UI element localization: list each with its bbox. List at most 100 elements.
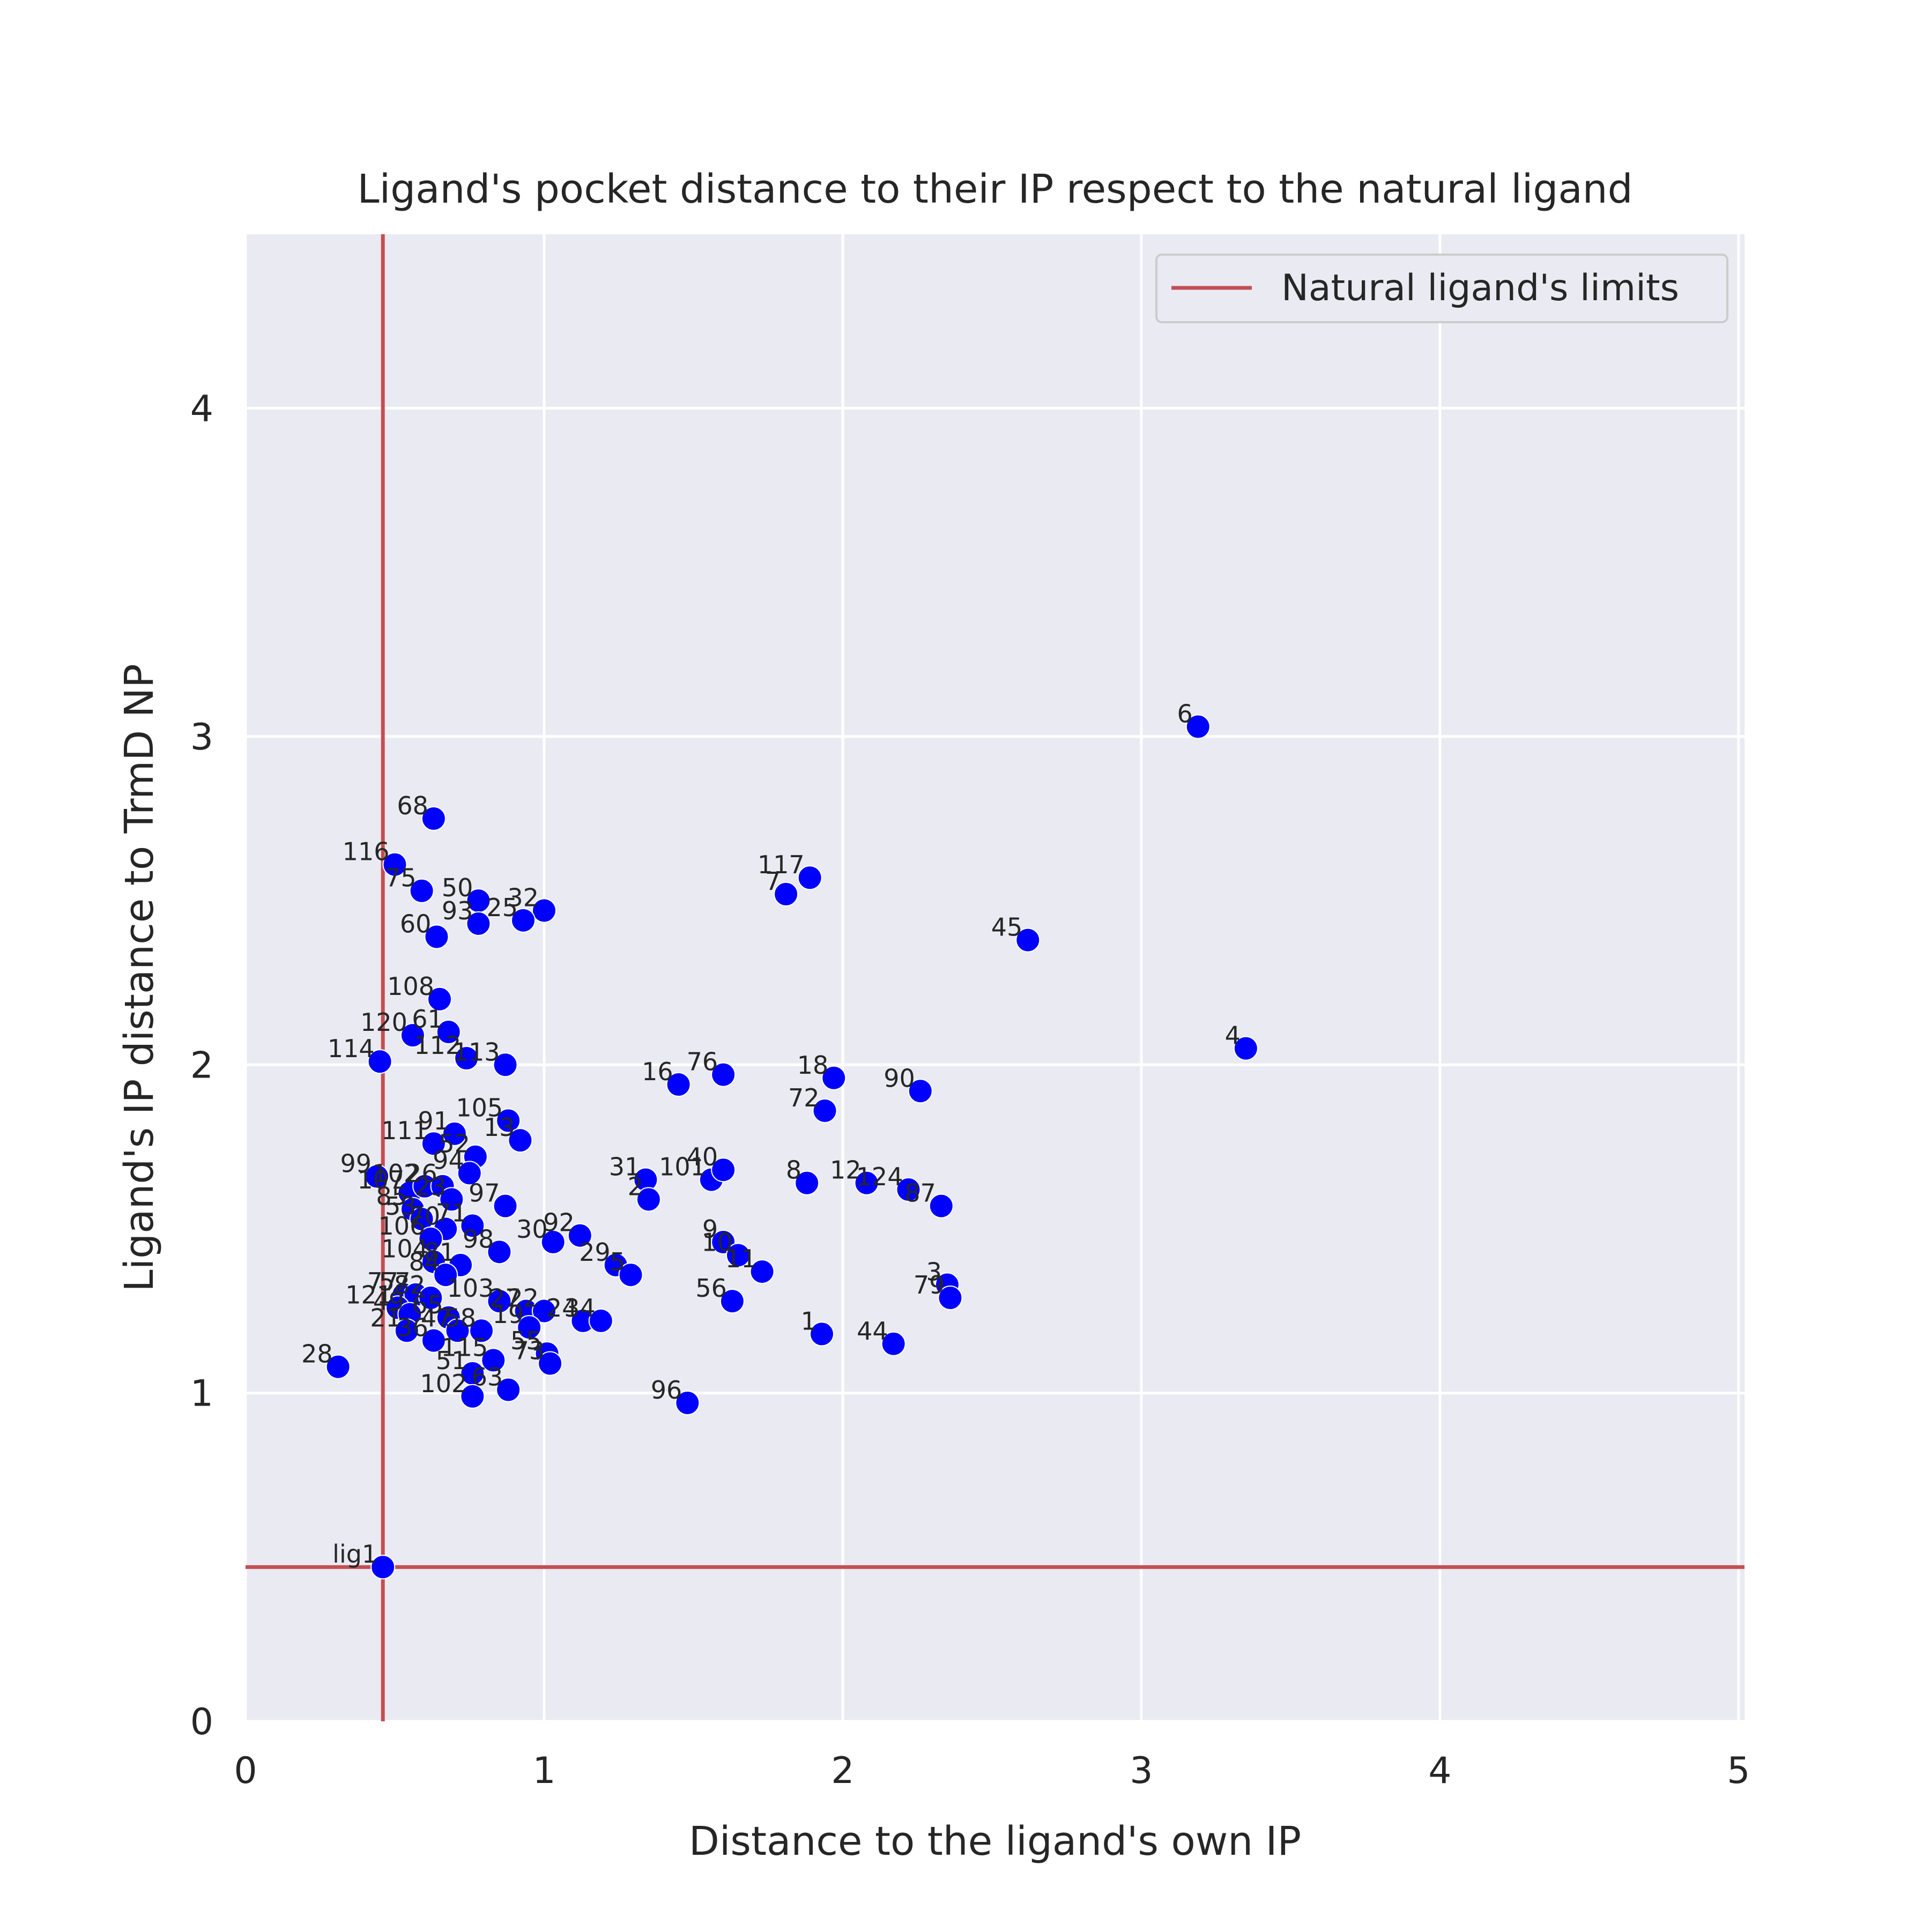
- data-point: [421, 1131, 446, 1156]
- data-point: [481, 1348, 506, 1373]
- data-point-label: 102: [372, 1159, 419, 1188]
- data-point-label: 87: [904, 1179, 936, 1208]
- data-point-label: 124: [856, 1162, 903, 1191]
- data-point-label: 31: [609, 1153, 641, 1182]
- data-point: [496, 1108, 521, 1133]
- data-point-label: 111: [381, 1116, 428, 1145]
- data-point: [367, 1049, 392, 1074]
- data-point: [421, 1328, 446, 1353]
- data-point-label: 60: [400, 909, 432, 938]
- data-point: [797, 865, 822, 890]
- data-point-label: 9: [702, 1215, 718, 1244]
- data-point-label: 98: [463, 1224, 494, 1253]
- data-point: [418, 1285, 443, 1311]
- data-point: [812, 1098, 837, 1124]
- data-point-label: 112: [414, 1031, 461, 1060]
- data-point-label: 50: [442, 873, 473, 902]
- data-point: [433, 1262, 458, 1288]
- data-point: [1233, 1036, 1258, 1061]
- data-points: [325, 714, 1258, 1580]
- data-point-label: 68: [397, 791, 428, 820]
- data-point-label: 13: [484, 1113, 515, 1142]
- data-point-label: 121: [345, 1280, 392, 1309]
- data-point: [719, 1289, 745, 1314]
- data-point-label: 1: [801, 1306, 816, 1335]
- data-point-label: 8: [786, 1156, 801, 1185]
- data-point-label: 101: [659, 1153, 706, 1182]
- data-point-label: 104: [381, 1235, 428, 1264]
- legend-box: [1155, 254, 1728, 323]
- data-point: [881, 1331, 906, 1356]
- data-point-label: 81: [424, 1238, 455, 1267]
- data-point-label: 22: [507, 1284, 539, 1313]
- data-point: [487, 1289, 512, 1314]
- x-tick-label: 5: [1727, 1750, 1750, 1792]
- data-point: [409, 878, 434, 903]
- data-point: [929, 1193, 954, 1218]
- data-point-label: 12: [830, 1156, 862, 1185]
- x-tick-label: 0: [234, 1750, 257, 1792]
- data-point: [618, 1262, 643, 1288]
- data-point-label: 25: [486, 893, 518, 922]
- data-point: [365, 1164, 390, 1189]
- data-point-label: 93: [442, 896, 473, 925]
- data-point-label: 72: [788, 1083, 820, 1112]
- y-tick-label: 4: [190, 388, 213, 430]
- plot-area: [246, 234, 1745, 1721]
- data-point: [636, 1187, 661, 1212]
- data-point-label: 73: [514, 1336, 545, 1365]
- data-point-label: 61: [412, 1005, 443, 1034]
- data-point: [427, 986, 452, 1012]
- data-point: [493, 1193, 518, 1218]
- data-point-label: 116: [343, 837, 390, 866]
- data-point-label: 29: [579, 1238, 611, 1267]
- data-point-label: 75: [385, 864, 417, 893]
- data-point-label: 77: [367, 1267, 399, 1296]
- data-point-label: 90: [884, 1064, 915, 1093]
- data-point: [809, 1321, 834, 1347]
- data-point: [400, 1023, 425, 1048]
- data-point: [540, 1229, 566, 1254]
- data-point-label: 82: [394, 1270, 426, 1299]
- data-point-label: 26: [406, 1159, 437, 1188]
- data-point-label: 117: [758, 850, 805, 879]
- data-point: [370, 1555, 396, 1580]
- data-point: [454, 1046, 479, 1071]
- data-point: [510, 908, 536, 933]
- x-tick-label: 2: [831, 1750, 854, 1792]
- data-point: [538, 1351, 563, 1376]
- data-point-label: 28: [301, 1340, 333, 1369]
- data-point-label: 120: [360, 1008, 407, 1037]
- data-point-label: 108: [387, 972, 434, 1001]
- data-point-label: 51: [436, 1346, 467, 1375]
- data-point: [394, 1318, 419, 1343]
- data-point: [439, 1187, 464, 1212]
- data-point: [469, 1318, 494, 1343]
- data-point: [675, 1391, 700, 1416]
- data-point: [774, 881, 799, 906]
- data-point: [795, 1170, 820, 1195]
- data-point: [508, 1128, 533, 1153]
- data-point-label: 58: [444, 1303, 476, 1332]
- legend-entry-label: Natural ligand's limits: [1281, 267, 1679, 309]
- data-point-label: 79: [914, 1270, 945, 1299]
- data-point: [442, 1121, 467, 1146]
- data-point: [466, 911, 491, 936]
- data-point: [421, 806, 446, 831]
- data-point-label: 70: [409, 1201, 441, 1230]
- data-point: [1015, 927, 1041, 953]
- data-point: [711, 1157, 736, 1183]
- data-point: [666, 1072, 691, 1097]
- data-point-label: 103: [447, 1274, 494, 1303]
- data-point-label: 94: [433, 1146, 464, 1175]
- data-point-label: 36: [397, 1313, 428, 1342]
- data-point-label: 2: [628, 1172, 643, 1201]
- data-point-label: 5: [610, 1247, 625, 1276]
- data-point-label: 55: [510, 1326, 542, 1355]
- data-point-label: 85: [376, 1182, 407, 1211]
- data-point: [487, 1239, 512, 1265]
- data-point-label: 23: [415, 1172, 447, 1201]
